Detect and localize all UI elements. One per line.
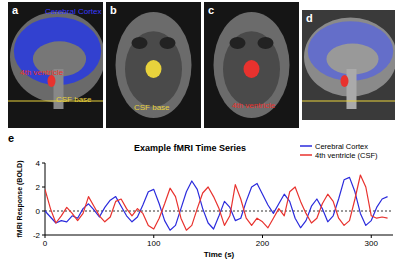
panel-a: a Cerebral Cortex 4th ventricle CSF base bbox=[8, 2, 105, 128]
figure: a Cerebral Cortex 4th ventricle CSF base b CS… bbox=[0, 0, 400, 260]
orbit bbox=[160, 37, 176, 49]
panel-label: 4th ventricle bbox=[232, 101, 276, 110]
head bbox=[116, 12, 192, 118]
chart: e Example fMRI Time Series Time (s) fMRI Re… bbox=[8, 132, 393, 259]
x-tick-label: 200 bbox=[256, 239, 270, 248]
y-tick-label: -2 bbox=[33, 231, 41, 240]
x-tick bbox=[371, 235, 372, 238]
y-tick-label: 0 bbox=[36, 207, 41, 216]
y-tick-label: 4 bbox=[36, 159, 41, 168]
mri-image bbox=[302, 10, 395, 120]
x-axis bbox=[45, 235, 393, 236]
panel-c: c 4th ventricle bbox=[204, 2, 299, 128]
y-tick bbox=[42, 235, 45, 236]
legend-swatch bbox=[300, 154, 312, 156]
y-axis bbox=[45, 163, 46, 235]
y-tick bbox=[42, 187, 45, 188]
mri-image bbox=[204, 2, 299, 128]
mri-image bbox=[8, 2, 103, 128]
image-background bbox=[8, 2, 103, 128]
x-tick-label: 300 bbox=[365, 239, 379, 248]
csf-base-line bbox=[302, 101, 395, 102]
ventricle-roi bbox=[341, 75, 349, 87]
panel-d: d bbox=[302, 10, 397, 120]
plot-area bbox=[45, 175, 388, 230]
orbit bbox=[132, 37, 148, 49]
panel-label: 4th ventricle bbox=[20, 68, 64, 77]
x-tick bbox=[262, 235, 263, 238]
panel-letter: c bbox=[208, 4, 214, 16]
brain bbox=[125, 31, 182, 107]
brainstem bbox=[347, 69, 357, 109]
mri-image bbox=[106, 2, 201, 128]
y-tick-label: 2 bbox=[36, 183, 41, 192]
chart-title: Example fMRI Time Series bbox=[134, 143, 246, 153]
panel-label: Cerebral Cortex bbox=[45, 7, 101, 16]
roi bbox=[244, 60, 260, 78]
x-axis-label: Time (s) bbox=[204, 250, 235, 259]
legend-label: Cerebral Cortex bbox=[315, 142, 368, 151]
roi bbox=[146, 60, 162, 78]
panel-letter: d bbox=[306, 12, 313, 24]
head bbox=[214, 12, 290, 118]
cortex-overlay bbox=[14, 17, 101, 85]
y-tick bbox=[42, 211, 45, 212]
legend-swatch bbox=[300, 145, 312, 147]
panel-letter: a bbox=[12, 4, 19, 16]
panel-letter: e bbox=[8, 132, 14, 144]
panel-label: CSF base bbox=[56, 95, 92, 104]
legend: Cerebral Cortex4th ventricle (CSF) bbox=[300, 142, 378, 160]
y-axis-label: fMRI Response (BOLD) bbox=[16, 161, 24, 238]
image-background bbox=[106, 2, 201, 128]
x-tick bbox=[153, 235, 154, 238]
series-line bbox=[45, 175, 388, 230]
y-tick bbox=[42, 163, 45, 164]
panel-letter: b bbox=[110, 4, 117, 16]
brain bbox=[223, 31, 280, 107]
x-tick-label: 0 bbox=[43, 239, 48, 248]
orbit bbox=[230, 37, 246, 49]
image-background bbox=[302, 10, 395, 120]
orbit bbox=[258, 37, 274, 49]
panel-b: b CSF base bbox=[106, 2, 201, 128]
x-tick-label: 100 bbox=[147, 239, 161, 248]
legend-label: 4th ventricle (CSF) bbox=[315, 151, 378, 160]
panel-label: CSF base bbox=[134, 103, 170, 112]
image-background bbox=[204, 2, 299, 128]
